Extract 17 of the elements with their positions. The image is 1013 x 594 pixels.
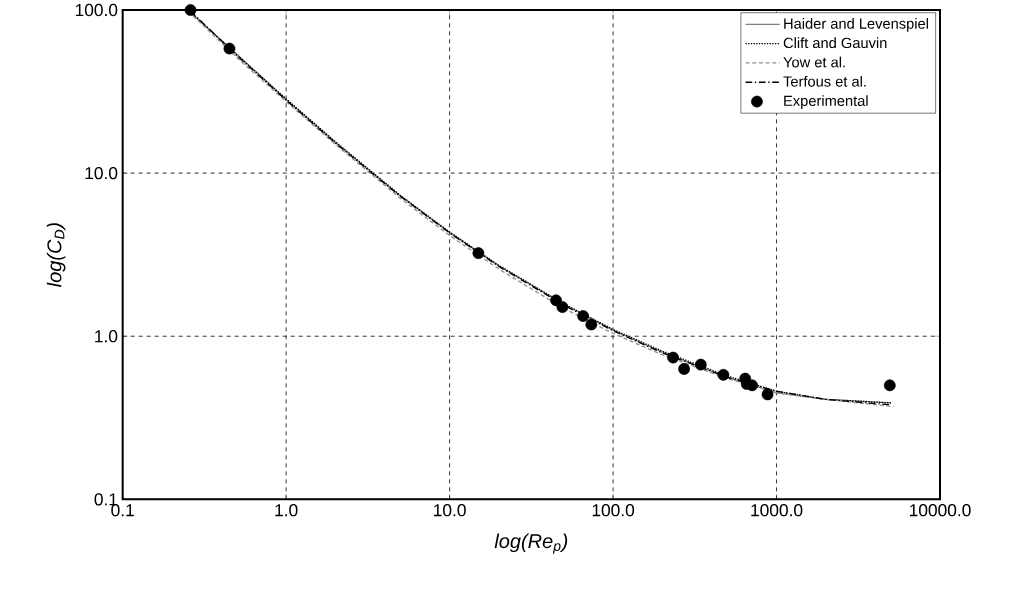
x-axis-title: log(Re$_{p}$) xyxy=(494,533,568,554)
legend-label: Haider and Levenspiel xyxy=(784,18,928,32)
y-tick-label: 1.0 xyxy=(95,330,118,343)
x-tick-label: 10000.0 xyxy=(909,504,971,517)
y-tick-label: 10.0 xyxy=(85,166,118,180)
x-tick-label: 0.1 xyxy=(111,504,134,517)
x-tick-label: 1000.0 xyxy=(751,504,803,517)
y-axis-title: log(C$_{D}$) xyxy=(46,223,66,287)
x-tick-label: 1.0 xyxy=(275,504,298,517)
y-tick-label: 0.1 xyxy=(94,493,118,506)
x-tick-label: 10.0 xyxy=(434,504,466,517)
legend-label: Terfous et al. xyxy=(783,75,866,87)
legend-label: Experimental xyxy=(784,95,868,109)
y-tick-label: 100.0 xyxy=(75,3,118,17)
legend-label: Yow et al. xyxy=(783,56,845,68)
x-tick-label: 100.0 xyxy=(592,504,635,517)
legend-label: Clift and Gauvin xyxy=(783,37,887,49)
